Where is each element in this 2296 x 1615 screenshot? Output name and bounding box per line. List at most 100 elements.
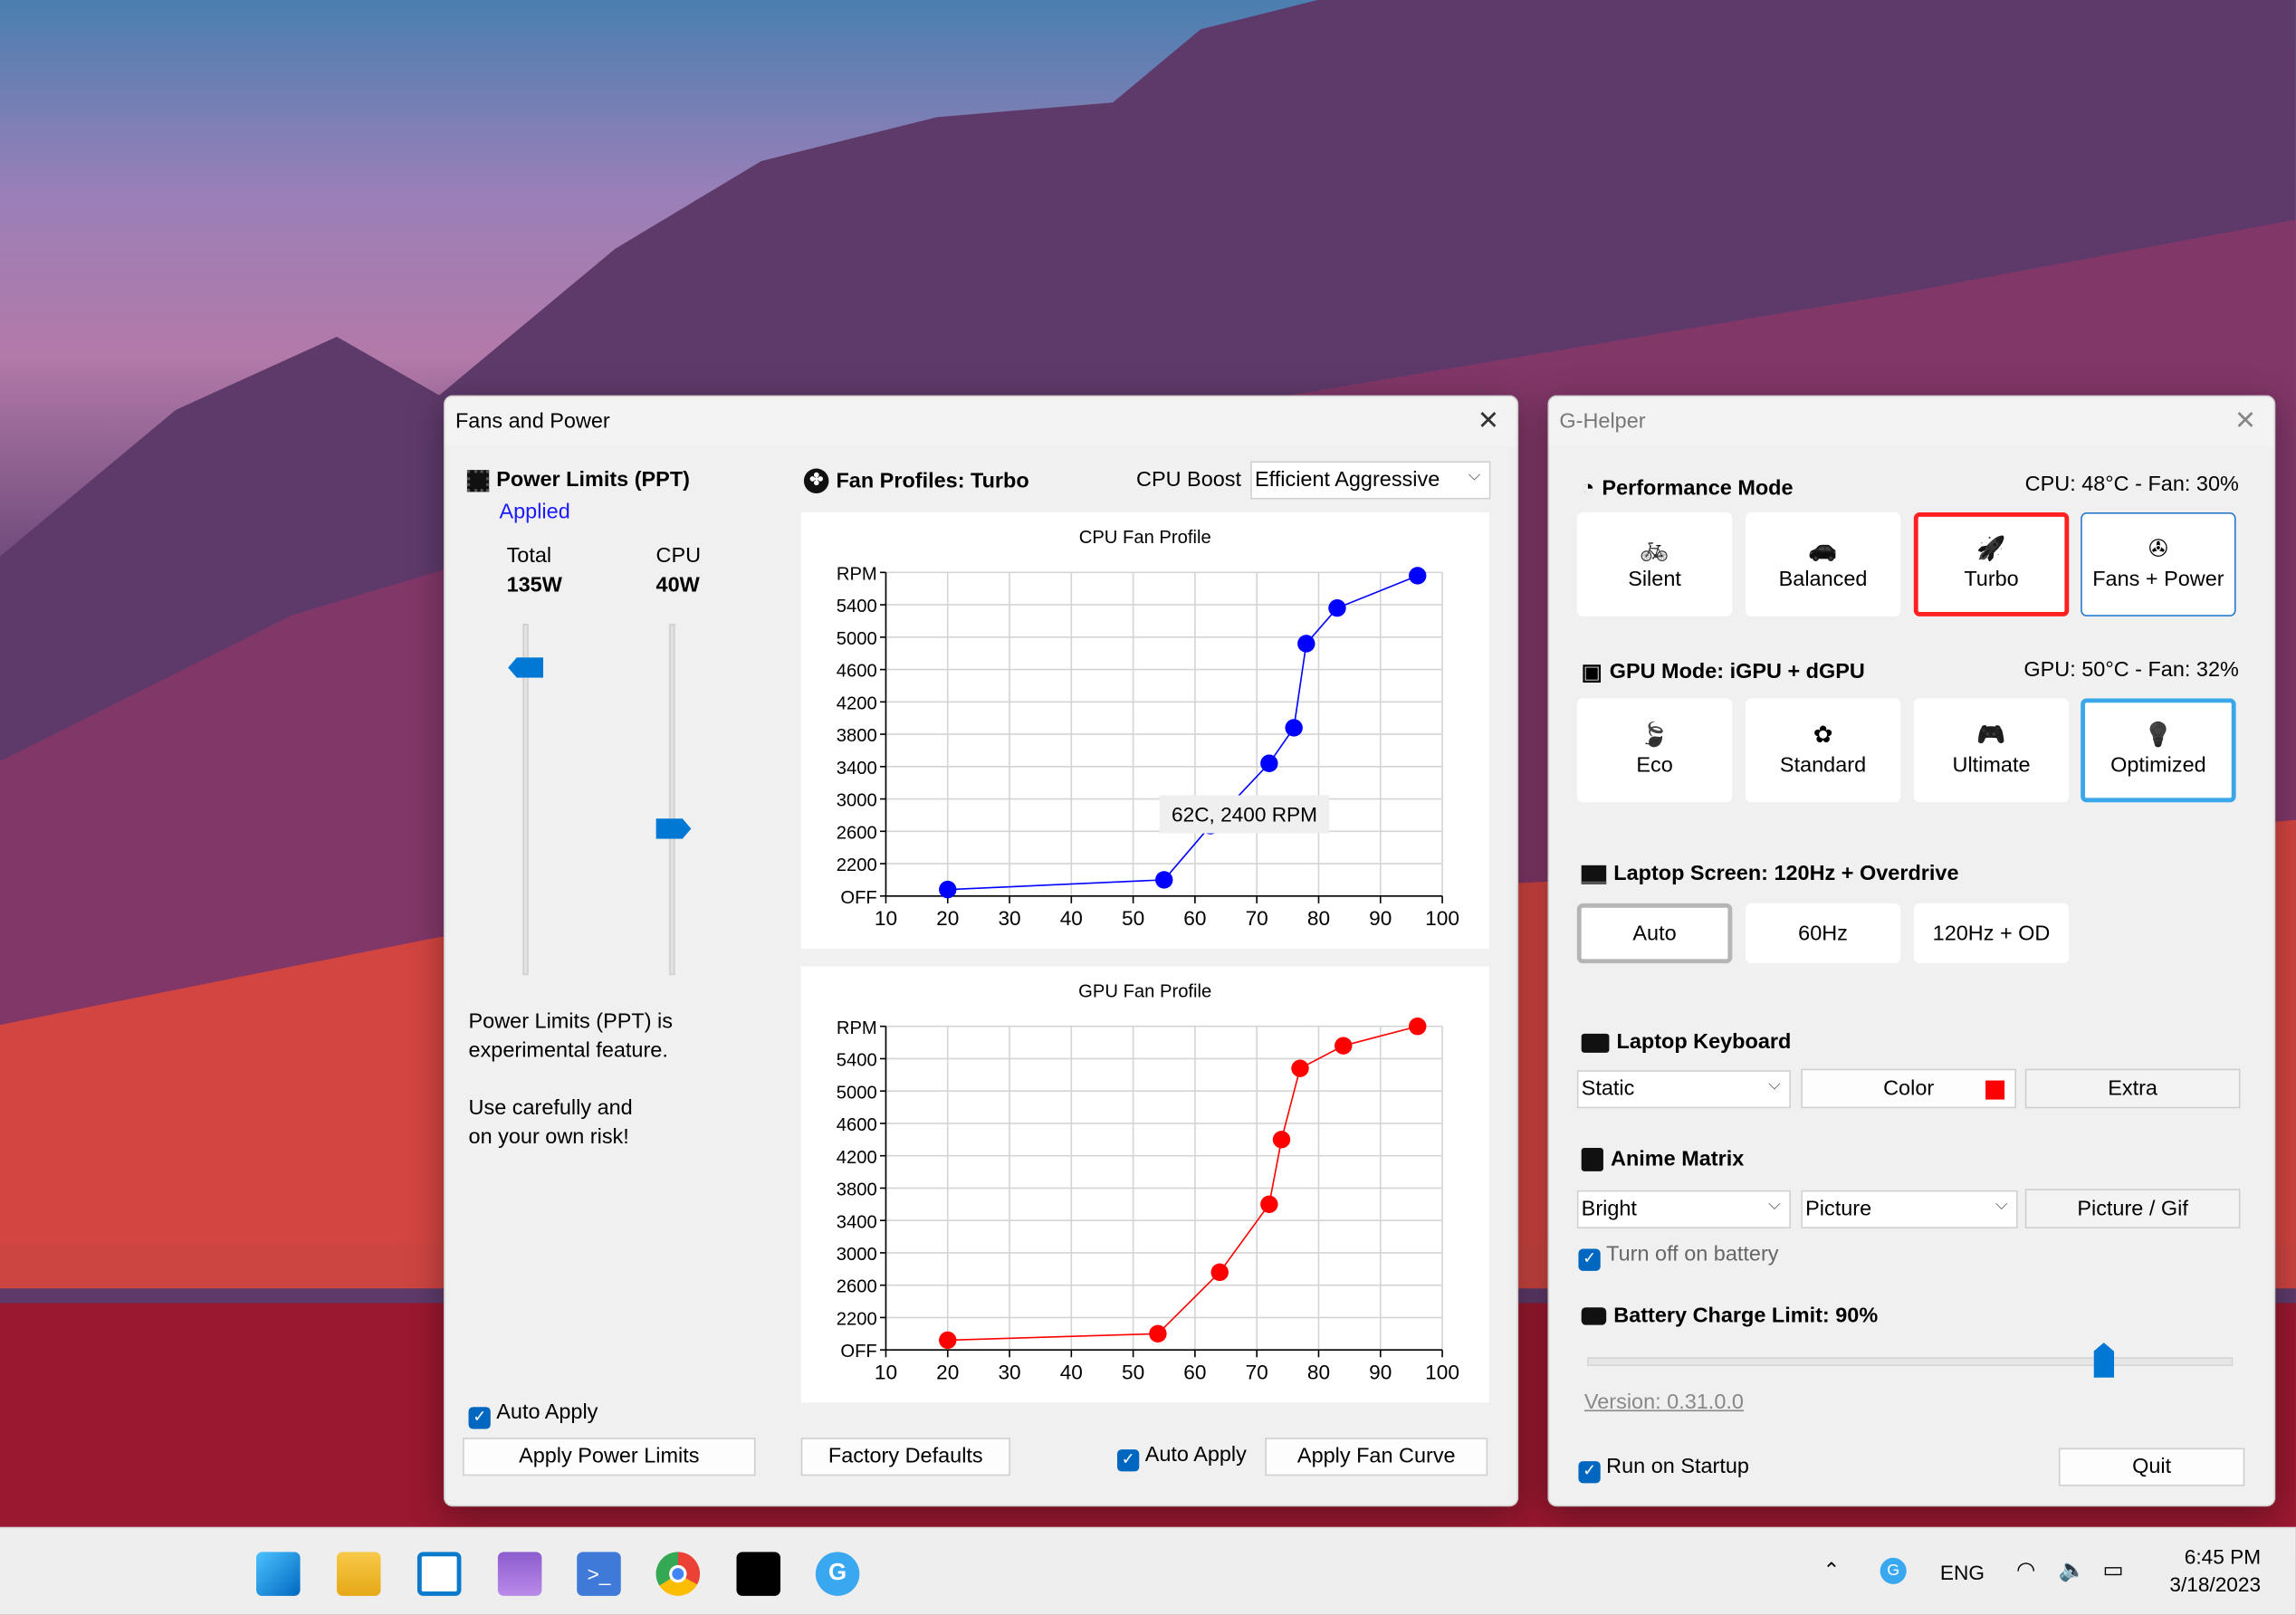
curve-point[interactable] xyxy=(1409,1018,1427,1036)
leaf-icon: 🍃 xyxy=(1640,722,1669,748)
title-bar[interactable]: Fans and Power ✕ xyxy=(445,397,1517,447)
run-on-startup-label: Run on Startup xyxy=(1606,1455,1749,1479)
ghelper-window: G-Helper ✕ ◔ Performance Mode CPU: 48°C - … xyxy=(1547,395,2276,1507)
visual-studio-icon[interactable] xyxy=(497,1552,542,1596)
curve-point[interactable] xyxy=(939,880,957,899)
taskbar: >_ G ⌃ G ENG ◠ 🔈 ▭ 6:45 PM 3/18/2023 xyxy=(0,1526,2296,1615)
auto-apply-label: Auto Apply xyxy=(496,1400,598,1425)
total-slider-thumb[interactable] xyxy=(508,657,544,678)
mode-button-optimized[interactable]: 💡 Optimized xyxy=(2081,698,2236,803)
curve-point[interactable] xyxy=(1409,567,1427,585)
clock[interactable]: 6:45 PM 3/18/2023 xyxy=(2169,1544,2261,1596)
curve-point[interactable] xyxy=(1260,754,1278,772)
time: 6:45 PM xyxy=(2184,1544,2262,1569)
total-value: 135W xyxy=(506,573,562,597)
mode-button-auto[interactable]: Auto xyxy=(1576,903,1733,964)
total-label: Total xyxy=(506,544,552,569)
total-slider[interactable] xyxy=(522,623,529,976)
title-bar[interactable]: G-Helper ✕ xyxy=(1549,397,2274,447)
cpu-fan-chart[interactable]: CPU Fan Profile 10 20 30 40 50 60 70 80 90 100 OFF 2… xyxy=(800,512,1489,950)
close-icon[interactable]: ✕ xyxy=(2234,405,2257,435)
auto-apply-label: Auto Apply xyxy=(1144,1443,1247,1467)
turn-off-on-battery-label: Turn off on battery xyxy=(1606,1243,1779,1266)
mode-button-ultimate[interactable]: 🎮 Ultimate xyxy=(1913,698,2070,803)
mode-label: Turbo xyxy=(1964,567,2019,591)
close-icon[interactable]: ✕ xyxy=(1477,405,1500,435)
checkmark-icon: ✓ xyxy=(1578,1461,1601,1484)
curve-point[interactable] xyxy=(1335,1037,1353,1055)
chevron-up-icon[interactable]: ⌃ xyxy=(1822,1557,1841,1582)
x-tick-label: 60 xyxy=(1183,1361,1206,1383)
ghelper-tray-icon[interactable]: G xyxy=(1880,1557,1907,1584)
wifi-icon[interactable]: ◠ xyxy=(2016,1557,2036,1583)
keyboard-extra-button[interactable]: Extra xyxy=(2024,1068,2241,1109)
apply-power-limits-button[interactable]: Apply Power Limits xyxy=(463,1438,756,1476)
curve-point[interactable] xyxy=(939,1331,957,1350)
mode-button-balanced[interactable]: 🚗 Balanced xyxy=(1745,512,1901,616)
vscode-icon[interactable] xyxy=(416,1552,462,1596)
battery-slider-track[interactable] xyxy=(1587,1357,2234,1366)
curve-point[interactable] xyxy=(1210,1263,1229,1282)
curve-point[interactable] xyxy=(1155,871,1173,889)
mode-button-eco[interactable]: 🍃 Eco xyxy=(1576,698,1733,803)
tooltip-box xyxy=(1159,795,1330,834)
matrix-mode-select[interactable]: Picture ⌵ xyxy=(1801,1190,2018,1228)
fan-auto-apply-checkbox[interactable]: ✓ Auto Apply xyxy=(1116,1443,1247,1472)
mode-button-60hz[interactable]: 60Hz xyxy=(1745,903,1901,964)
cpu-slider[interactable] xyxy=(669,623,675,976)
keyboard-mode-select[interactable]: Static ⌵ xyxy=(1576,1070,1791,1109)
flower-icon: ✿ xyxy=(1813,722,1833,748)
turn-off-on-battery-checkbox[interactable]: ✓ Turn off on battery xyxy=(1578,1243,1779,1271)
mode-button-120hz-od[interactable]: 120Hz + OD xyxy=(1913,903,2070,964)
power-auto-apply-checkbox[interactable]: ✓ Auto Apply xyxy=(468,1400,598,1429)
gpu-fan-chart[interactable]: GPU Fan Profile 10 20 30 40 50 60 70 80 90 100 OFF 2… xyxy=(800,966,1489,1403)
curve-point[interactable] xyxy=(1285,719,1303,737)
quit-button[interactable]: Quit xyxy=(2058,1448,2245,1486)
battery-slider-thumb[interactable] xyxy=(2093,1343,2115,1378)
mode-label: 120Hz + OD xyxy=(1932,922,2051,945)
color-swatch xyxy=(1985,1080,2005,1100)
x-tick-label: 10 xyxy=(875,907,897,930)
matrix-brightness-select[interactable]: Bright ⌵ xyxy=(1576,1190,1791,1228)
mode-button-silent[interactable]: 🚲 Silent xyxy=(1576,512,1733,616)
cpu-label: CPU xyxy=(655,544,702,569)
x-tick-label: 90 xyxy=(1369,1361,1392,1383)
volume-icon[interactable]: 🔈 xyxy=(2058,1557,2087,1583)
mode-button-fans-power[interactable]: ✇ Fans + Power xyxy=(2081,512,2236,616)
cpu-slider-thumb[interactable] xyxy=(655,818,692,839)
x-tick-label: 50 xyxy=(1122,907,1144,930)
warning-text-2: experimental feature. xyxy=(468,1039,668,1064)
y-tick-label: 3800 xyxy=(837,1180,877,1200)
powershell-icon[interactable]: >_ xyxy=(577,1552,621,1596)
start-icon[interactable] xyxy=(256,1552,301,1596)
apply-fan-curve-button[interactable]: Apply Fan Curve xyxy=(1265,1438,1488,1476)
y-tick-label: 2600 xyxy=(837,1277,877,1297)
run-on-startup-checkbox[interactable]: ✓ Run on Startup xyxy=(1578,1455,1749,1484)
laptop-screen-title: Laptop Screen: 120Hz + Overdrive xyxy=(1613,862,1959,886)
battery-title: Battery Charge Limit: 90% xyxy=(1613,1304,1879,1328)
mode-button-turbo[interactable]: 🚀 Turbo xyxy=(1913,512,2070,616)
curve-point[interactable] xyxy=(1272,1131,1291,1149)
chrome-icon[interactable] xyxy=(655,1552,701,1596)
language-indicator[interactable]: ENG xyxy=(1939,1561,1985,1584)
keyboard-color-button[interactable]: Color xyxy=(1801,1068,2017,1109)
battery-icon[interactable]: ▭ xyxy=(2102,1557,2124,1583)
gpu-fan-chart-svg[interactable]: GPU Fan Profile 10 20 30 40 50 60 70 80 90 100 OFF 2… xyxy=(801,966,1489,1402)
curve-point[interactable] xyxy=(1149,1324,1167,1343)
folder-icon[interactable] xyxy=(336,1552,381,1596)
rocket-icon: 🚀 xyxy=(1976,536,2006,562)
cpu-boost-select[interactable]: Efficient Aggressive ⌵ xyxy=(1250,461,1491,500)
curve-point[interactable] xyxy=(1291,1059,1309,1077)
picture-gif-button[interactable]: Picture / Gif xyxy=(2024,1189,2241,1228)
tidal-icon[interactable] xyxy=(736,1552,781,1596)
ghelper-taskbar-icon[interactable]: G xyxy=(815,1552,860,1596)
curve-point[interactable] xyxy=(1297,635,1315,653)
curve-point[interactable] xyxy=(1328,598,1346,617)
curve-point[interactable] xyxy=(1260,1195,1278,1214)
version-link[interactable]: Version: 0.31.0.0 xyxy=(1583,1390,1744,1415)
factory-defaults-button[interactable]: Factory Defaults xyxy=(800,1438,1010,1476)
x-tick-label: 10 xyxy=(875,1361,897,1383)
mode-button-standard[interactable]: ✿ Standard xyxy=(1745,698,1901,803)
checkmark-icon: ✓ xyxy=(1578,1248,1601,1271)
cpu-fan-chart-svg[interactable]: CPU Fan Profile 10 20 30 40 50 60 70 80 90 100 OFF 2… xyxy=(801,512,1489,949)
